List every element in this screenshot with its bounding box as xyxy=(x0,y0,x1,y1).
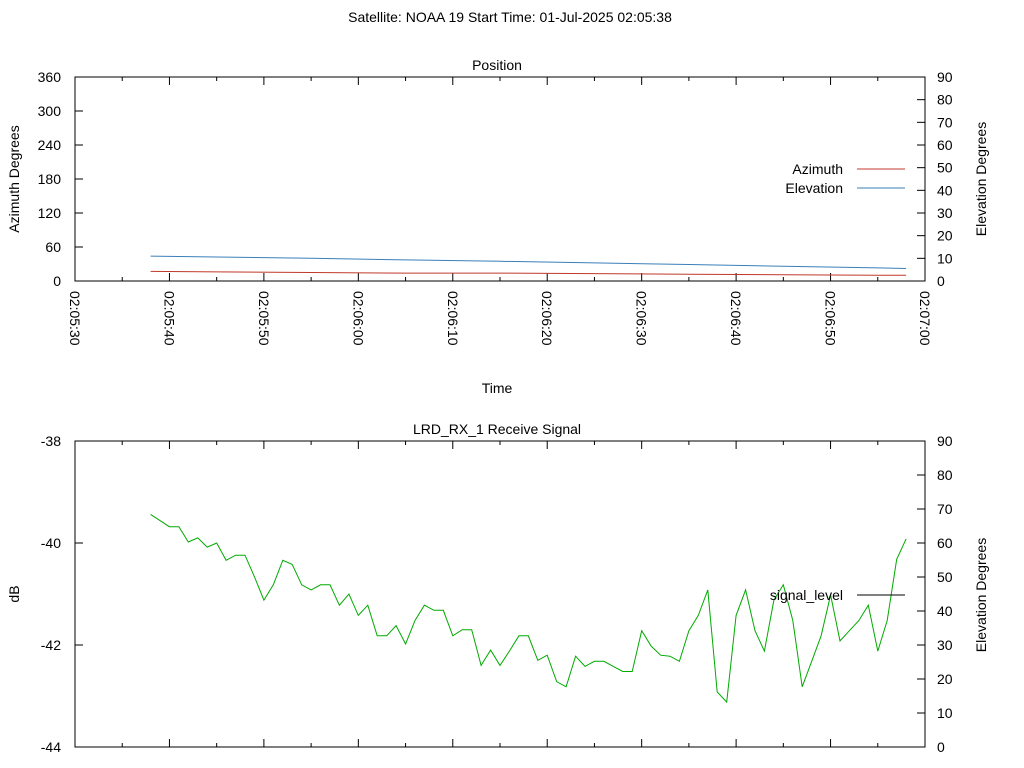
signal-right-tick-label: 40 xyxy=(937,603,953,619)
signal-right-tick-label: 10 xyxy=(937,705,953,721)
signal-y2-axis-label: Elevation Degrees xyxy=(973,538,989,652)
position-left-tick-label: 360 xyxy=(38,69,62,85)
legend-elevation-label: Elevation xyxy=(785,180,843,196)
signal-right-tick-label: 70 xyxy=(937,501,953,517)
legend-signal-level-label: signal_level xyxy=(770,587,843,603)
position-right-tick-label: 40 xyxy=(937,182,953,198)
position-left-tick-label: 120 xyxy=(38,205,62,221)
position-left-tick-label: 180 xyxy=(38,171,62,187)
position-x-tick-label: 02:05:40 xyxy=(161,291,177,346)
position-right-tick-label: 10 xyxy=(937,250,953,266)
position-left-tick-label: 0 xyxy=(53,273,61,289)
position-series-azimuth-line xyxy=(150,270,907,276)
signal-right-tick-label: 30 xyxy=(937,637,953,653)
figure-suptitle: Satellite: NOAA 19 Start Time: 01-Jul-20… xyxy=(348,9,672,25)
signal-chart: LRD_RX_1 Receive Signal -44 -42 -40 -38 0 10 2… xyxy=(6,421,989,755)
signal-series xyxy=(150,513,907,704)
position-right-tick-label: 60 xyxy=(937,137,953,153)
position-x-tick-label: 02:06:20 xyxy=(539,291,555,346)
signal-right-tick-label: 0 xyxy=(937,739,945,755)
position-left-tick-label: 60 xyxy=(45,239,61,255)
position-left-tick-label: 240 xyxy=(38,137,62,153)
signal-left-tick-label: -44 xyxy=(41,739,61,755)
signal-right-tick-label: 90 xyxy=(937,433,953,449)
signal-right-tick-label: 50 xyxy=(937,569,953,585)
position-right-tick-label: 90 xyxy=(937,69,953,85)
position-right-tick-label: 70 xyxy=(937,114,953,130)
signal-right-tick-label: 20 xyxy=(937,671,953,687)
signal-chart-title: LRD_RX_1 Receive Signal xyxy=(413,421,581,437)
signal-legend: signal_level xyxy=(770,587,905,603)
signal-left-tick-label: -40 xyxy=(41,535,61,551)
position-axes-ticks: 0 60 120 180 240 300 360 0 10 20 30 40 50 60 70 80 90 02:… xyxy=(38,69,953,346)
signal-right-tick-label: 80 xyxy=(937,467,953,483)
position-right-tick-label: 20 xyxy=(937,228,953,244)
position-x-tick-label: 02:05:50 xyxy=(256,291,272,346)
position-right-tick-label: 30 xyxy=(937,205,953,221)
position-y2-axis-label: Elevation Degrees xyxy=(973,122,989,236)
position-right-tick-label: 0 xyxy=(937,273,945,289)
position-chart-title: Position xyxy=(472,57,522,73)
position-right-tick-label: 80 xyxy=(937,92,953,108)
position-legend: Azimuth Elevation xyxy=(785,161,905,196)
position-left-tick-label: 300 xyxy=(38,103,62,119)
position-x-tick-label: 02:06:10 xyxy=(445,291,461,346)
position-x-tick-label: 02:07:00 xyxy=(917,291,933,346)
position-x-tick-label: 02:06:30 xyxy=(634,291,650,346)
position-x-axis-label: Time xyxy=(482,380,513,396)
signal-left-tick-label: -42 xyxy=(41,637,61,653)
signal-series-signal-level-line xyxy=(150,513,907,704)
signal-axes-ticks: -44 -42 -40 -38 0 10 20 30 40 50 60 70 80 90 xyxy=(41,433,953,755)
position-x-tick-label: 02:05:30 xyxy=(67,291,83,346)
position-y-axis-label: Azimuth Degrees xyxy=(6,125,22,232)
position-series xyxy=(150,255,907,276)
position-series-elevation-line xyxy=(150,255,907,269)
signal-left-tick-label: -38 xyxy=(41,433,61,449)
legend-azimuth-label: Azimuth xyxy=(792,161,843,177)
signal-right-tick-label: 60 xyxy=(937,535,953,551)
position-right-tick-label: 50 xyxy=(937,160,953,176)
position-x-tick-label: 02:06:00 xyxy=(350,291,366,346)
position-x-tick-label: 02:06:40 xyxy=(728,291,744,346)
signal-y-axis-label: dB xyxy=(6,585,22,602)
position-x-tick-label: 02:06:50 xyxy=(823,291,839,346)
position-chart: Position 0 60 120 180 240 300 360 0 10 20 30 40 50 60… xyxy=(6,57,989,396)
position-plot-frame xyxy=(74,76,926,282)
